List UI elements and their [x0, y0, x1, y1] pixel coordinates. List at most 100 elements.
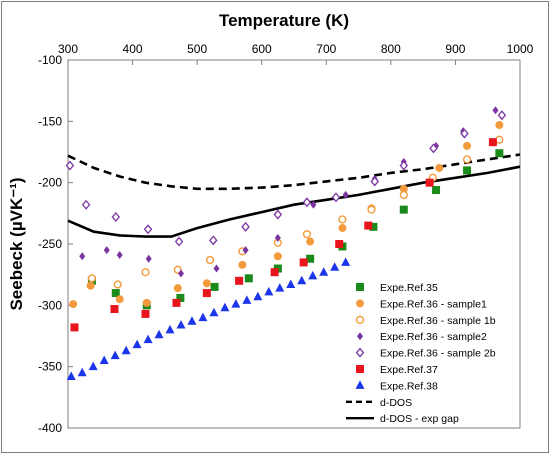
data-point-expe-ref-37 — [425, 178, 434, 187]
data-point-expe-ref-36-sample2 — [79, 252, 86, 261]
data-point-expe-ref-36-sample1 — [495, 121, 504, 130]
legend-label: d-DOS - exp gap — [380, 413, 459, 425]
data-point-expe-ref-37 — [70, 323, 79, 332]
axes: 300 400 500 600 700 800 900 1000 -100 -150 -200 -25… — [38, 42, 534, 435]
data-point-expe-ref-35 — [369, 222, 378, 231]
data-point-expe-ref-36-sample-2b — [174, 236, 184, 247]
data-point-expe-ref-36-sample-2b — [209, 235, 218, 246]
data-point-expe-ref-38 — [110, 350, 120, 360]
data-point-expe-ref-36-sample-1b — [462, 155, 472, 164]
data-point-expe-ref-36-sample1 — [273, 252, 282, 261]
y-axis-title: Seebeck (µVK⁻¹) — [7, 177, 26, 310]
data-point-expe-ref-37 — [235, 276, 244, 285]
data-point-expe-ref-36-sample-2b — [81, 199, 91, 210]
data-point-expe-ref-36-sample-1b — [302, 230, 312, 239]
data-point-expe-ref-38 — [242, 295, 252, 304]
data-point-expe-ref-36-sample1 — [463, 141, 472, 150]
data-point-expe-ref-36-sample-1b — [141, 268, 150, 277]
data-point-expe-ref-36-sample-1b — [205, 255, 215, 265]
x-tick-label: 900 — [445, 42, 465, 56]
data-point-expe-ref-36-sample-1b — [338, 215, 347, 224]
data-point-expe-ref-36-sample1 — [173, 284, 182, 293]
y-tick-label: -400 — [38, 421, 62, 435]
y-tick-label: -300 — [38, 298, 62, 312]
data-point-expe-ref-36-sample2 — [310, 200, 317, 209]
data-point-expe-ref-36-sample-1b — [495, 135, 504, 144]
data-point-expe-ref-35 — [244, 274, 253, 283]
data-point-expe-ref-37 — [110, 305, 119, 314]
legend-label: Expe.Ref.37 — [380, 364, 438, 376]
data-point-expe-ref-38 — [297, 275, 307, 285]
data-point-expe-ref-36-sample2 — [213, 264, 220, 273]
data-point-expe-ref-38 — [176, 319, 186, 329]
data-point-expe-ref-37 — [299, 258, 308, 267]
data-point-expe-ref-36-sample1 — [399, 184, 408, 193]
data-point-expe-ref-37 — [141, 309, 150, 318]
y-tick-label: -150 — [38, 114, 62, 128]
data-point-expe-ref-38 — [209, 307, 219, 317]
data-point-expe-ref-38 — [308, 270, 318, 280]
legend-swatch — [356, 365, 364, 373]
data-point-expe-ref-36-sample-2b — [273, 209, 283, 220]
data-point-expe-ref-36-sample-2b — [111, 212, 121, 223]
data-point-expe-ref-36-sample-2b — [302, 197, 312, 208]
data-point-expe-ref-38 — [231, 299, 241, 308]
data-point-expe-ref-37 — [172, 298, 181, 307]
data-point-expe-ref-36-sample1 — [338, 224, 347, 233]
data-point-expe-ref-36-sample-1b — [367, 205, 376, 214]
legend: Expe.Ref.35 Expe.Ref.36 - sample1 Expe.Ref… — [346, 282, 496, 425]
data-point-expe-ref-38 — [143, 334, 153, 344]
x-tick-label: 600 — [252, 42, 272, 56]
legend-label: Expe.Ref.36 - sample1 — [380, 298, 487, 310]
data-point-expe-ref-36-sample2 — [178, 269, 184, 278]
data-point-expe-ref-36-sample1 — [142, 298, 151, 307]
data-point-expe-ref-38 — [253, 291, 263, 301]
legend-swatch — [355, 380, 365, 389]
legend-label: Expe.Ref.35 — [380, 282, 438, 294]
legend-label: Expe.Ref.36 - sample 2b — [380, 348, 496, 360]
data-point-expe-ref-38 — [99, 355, 109, 365]
y-tick-label: -350 — [38, 360, 62, 374]
legend-swatch — [357, 332, 363, 341]
data-point-expe-ref-35 — [176, 293, 185, 302]
legend-swatch — [356, 283, 364, 291]
data-point-expe-ref-38 — [341, 257, 351, 266]
legend-label: Expe.Ref.38 — [380, 380, 438, 392]
data-point-expe-ref-35 — [432, 186, 441, 195]
data-point-expe-ref-36-sample-2b — [460, 128, 469, 139]
data-point-expe-ref-35 — [399, 205, 408, 214]
data-point-expe-ref-36-sample-1b — [113, 280, 122, 289]
data-point-expe-ref-38 — [132, 339, 142, 349]
series-line-d-dos — [67, 153, 521, 191]
data-point-expe-ref-38 — [187, 316, 197, 325]
data-point-expe-ref-36-sample1 — [306, 237, 315, 246]
data-point-expe-ref-36-sample2 — [492, 106, 499, 115]
x-tick-label: 400 — [123, 42, 143, 56]
x-axis-title: Temperature (K) — [219, 11, 349, 30]
data-point-expe-ref-36-sample-1b — [87, 274, 96, 283]
data-point-expe-ref-38 — [77, 367, 87, 377]
data-point-expe-ref-36-sample2 — [274, 233, 281, 242]
data-point-expe-ref-35 — [210, 282, 219, 291]
data-point-expe-ref-38 — [319, 267, 329, 276]
data-point-expe-ref-38 — [154, 329, 164, 339]
legend-label: Expe.Ref.36 - sample2 — [380, 331, 487, 343]
series-line-d-dos-exp-gap — [67, 165, 521, 238]
data-point-expe-ref-36-sample-2b — [65, 160, 75, 171]
x-tick-label: 700 — [316, 42, 336, 56]
data-point-expe-ref-36-sample-2b — [331, 192, 341, 203]
data-point-expe-ref-35 — [495, 149, 504, 158]
data-marks — [65, 106, 521, 380]
data-point-expe-ref-38 — [286, 279, 296, 288]
legend-label: Expe.Ref.36 - sample 1b — [380, 315, 496, 327]
data-point-expe-ref-38 — [220, 302, 230, 312]
data-point-expe-ref-36-sample-2b — [497, 110, 507, 121]
x-tick-label: 300 — [58, 42, 78, 56]
data-point-expe-ref-38 — [66, 371, 76, 380]
legend-swatch — [355, 347, 365, 358]
x-tick-label: 1000 — [507, 42, 534, 56]
data-point-expe-ref-36-sample-2b — [429, 143, 438, 154]
